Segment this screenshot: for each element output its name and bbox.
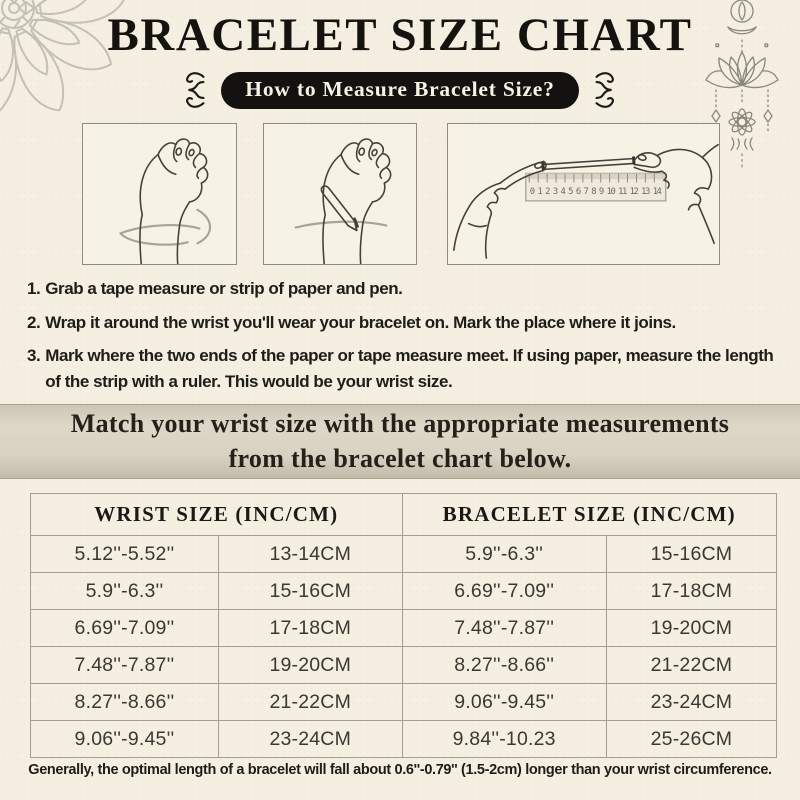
hand-tape-illustration-icon: [119, 138, 212, 264]
table-header-row: WRIST SIZE (INC/CM) BRACELET SIZE (INC/C…: [30, 493, 777, 536]
measure-badge: How to Measure Bracelet Size?: [221, 71, 579, 109]
wrist-inch-cell: 8.27''-8.66'': [30, 683, 219, 721]
table-row: 5.9''-6.3'' 15-16CM 6.69''-7.09'' 17-18C…: [30, 572, 778, 610]
bracelet-cm-cell: 19-20CM: [605, 609, 778, 647]
table-header-wrist: WRIST SIZE (INC/CM): [30, 493, 403, 536]
step-text: Wrap it around the wrist you'll wear you…: [45, 312, 676, 332]
bracelet-inch-cell: 8.27''-8.66'': [401, 646, 607, 684]
ruler-numbers: 0 1 2 3 4 5 6 7 8 9 10 11 12 13 14: [530, 187, 662, 197]
step-text: Grab a tape measure or strip of paper an…: [45, 279, 403, 298]
hand-pen-illustration-icon: [294, 138, 392, 264]
wrist-cm-cell: 15-16CM: [217, 572, 403, 610]
bracelet-cm-cell: 25-26CM: [605, 720, 778, 758]
instruction-step-3: 3. Mark where the two ends of the paper …: [27, 343, 777, 394]
wrist-cm-cell: 17-18CM: [217, 609, 403, 647]
step-number: 1.: [27, 279, 41, 298]
page-title: BRACELET SIZE CHART: [107, 9, 693, 61]
wrist-inch-cell: 9.06''-9.45'': [30, 720, 219, 758]
bracelet-cm-cell: 23-24CM: [605, 683, 778, 721]
table-row: 9.06''-9.45'' 23-24CM 9.84''-10.23 25-26…: [30, 720, 778, 758]
table-row: 7.48''-7.87'' 19-20CM 8.27''-8.66'' 21-2…: [30, 646, 778, 684]
wrist-inch-cell: 6.69''-7.09'': [30, 609, 219, 647]
measure-badge-row: How to Measure Bracelet Size?: [0, 70, 800, 110]
bracelet-inch-cell: 9.84''-10.23: [401, 720, 607, 758]
step-text: Mark where the two ends of the paper or …: [45, 346, 774, 391]
wrist-inch-cell: 5.9''-6.3'': [30, 572, 219, 610]
table-header-bracelet: BRACELET SIZE (INC/CM): [401, 493, 777, 536]
wrist-cm-cell: 23-24CM: [217, 720, 403, 758]
table-row: 6.69''-7.09'' 17-18CM 7.48''-7.87'' 19-2…: [30, 609, 778, 647]
step-number: 3.: [27, 346, 41, 365]
illustration-ruler-measure: 0 1 2 3 4 5 6 7 8 9 10 11 12 13 14: [447, 123, 720, 265]
wrist-cm-cell: 13-14CM: [217, 535, 403, 573]
instruction-step-1: 1. Grab a tape measure or strip of paper…: [27, 276, 777, 302]
bracelet-inch-cell: 6.69''-7.09'': [401, 572, 607, 610]
ruler-illustration-icon: 0 1 2 3 4 5 6 7 8 9 10 11 12 13 14: [453, 143, 719, 259]
bracelet-cm-cell: 15-16CM: [605, 535, 778, 573]
match-banner: Match your wrist size with the appropria…: [0, 404, 800, 479]
bracelet-inch-cell: 7.48''-7.87'': [401, 609, 607, 647]
banner-text: Match your wrist size with the appropria…: [70, 409, 730, 473]
badge-squiggle-right-icon: [595, 72, 614, 108]
wrist-cm-cell: 21-22CM: [217, 683, 403, 721]
wrist-inch-cell: 7.48''-7.87'': [30, 646, 219, 684]
wrist-inch-cell: 5.12''-5.52'': [30, 535, 219, 573]
instructions-list: 1. Grab a tape measure or strip of paper…: [27, 276, 777, 402]
badge-squiggle-left-icon: [186, 72, 205, 108]
instruction-step-2: 2. Wrap it around the wrist you'll wear …: [27, 310, 777, 336]
size-table: WRIST SIZE (INC/CM) BRACELET SIZE (INC/C…: [30, 493, 778, 758]
bracelet-inch-cell: 9.06''-9.45'': [401, 683, 607, 721]
wrist-cm-cell: 19-20CM: [217, 646, 403, 684]
table-row: 8.27''-8.66'' 21-22CM 9.06''-9.45'' 23-2…: [30, 683, 778, 721]
table-row: 5.12''-5.52'' 13-14CM 5.9''-6.3'' 15-16C…: [30, 535, 778, 573]
step-number: 2.: [27, 312, 41, 332]
illustration-mark-pen: [263, 123, 417, 265]
bracelet-cm-cell: 21-22CM: [605, 646, 778, 684]
bracelet-cm-cell: 17-18CM: [605, 572, 778, 610]
illustration-wrap-tape: [82, 123, 237, 265]
bracelet-inch-cell: 5.9''-6.3'': [401, 535, 607, 573]
footer-note: Generally, the optimal length of a brace…: [28, 762, 772, 778]
